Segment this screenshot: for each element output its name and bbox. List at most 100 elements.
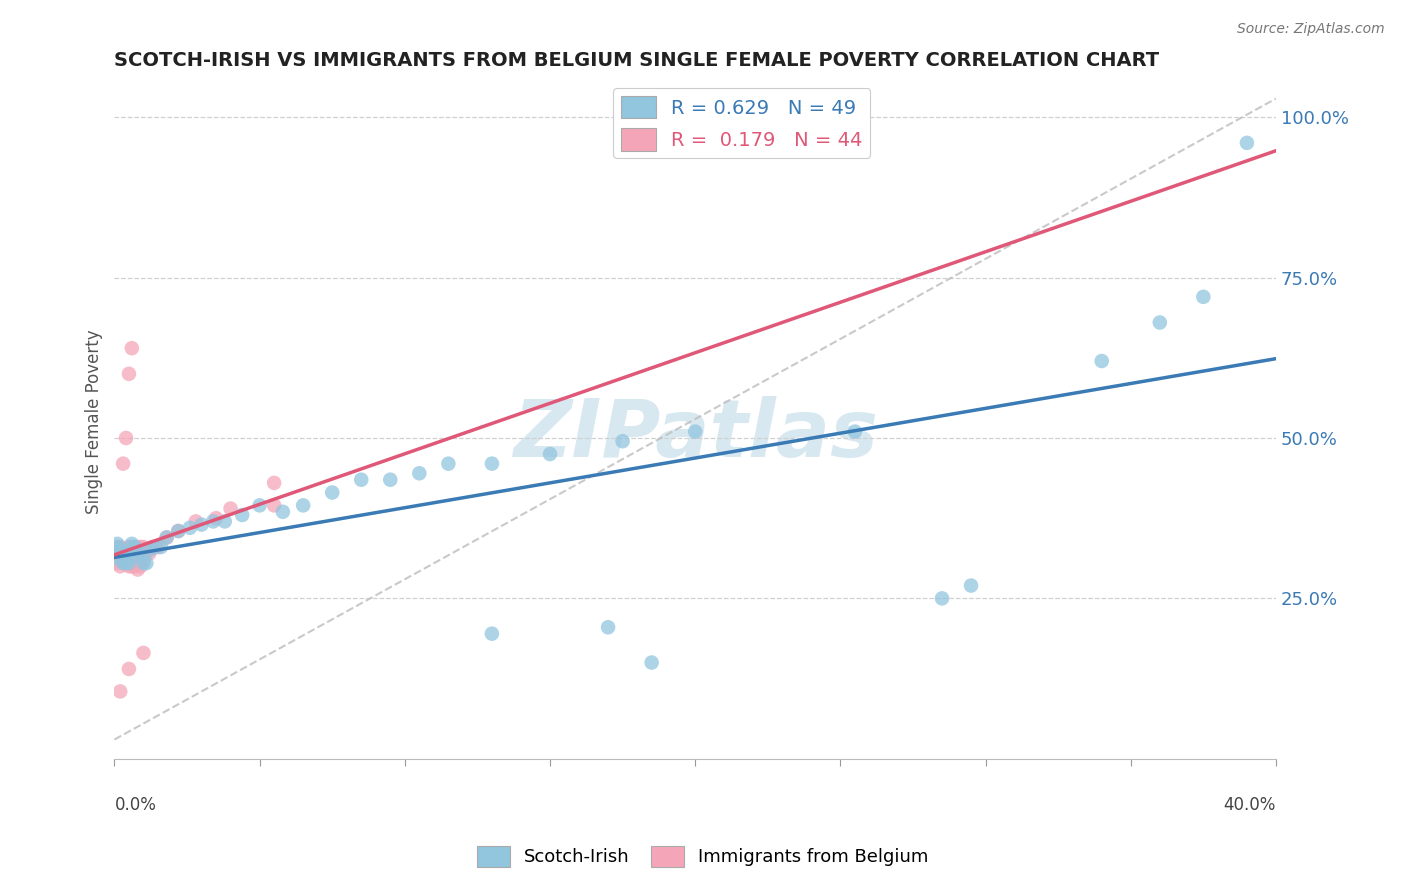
Point — [132, 556, 155, 570]
Point — [110, 559, 132, 574]
Text: Source: ZipAtlas.com: Source: ZipAtlas.com — [1237, 22, 1385, 37]
Text: ZIPatlas: ZIPatlas — [513, 396, 877, 475]
Text: 0.0%: 0.0% — [114, 796, 156, 814]
Point — [124, 546, 146, 560]
Point — [321, 485, 343, 500]
Point — [350, 473, 373, 487]
Point — [408, 467, 430, 481]
Point — [190, 517, 212, 532]
Point — [156, 531, 179, 545]
Point — [146, 540, 169, 554]
Point — [127, 540, 149, 554]
Point — [380, 473, 402, 487]
Point — [141, 540, 163, 554]
Point — [231, 508, 253, 522]
Point — [115, 556, 138, 570]
Point — [135, 556, 157, 570]
Point — [110, 684, 132, 698]
Point — [219, 501, 242, 516]
Point — [121, 537, 143, 551]
Point — [202, 515, 225, 529]
Point — [110, 543, 132, 558]
Point — [960, 578, 983, 592]
Point — [132, 540, 155, 554]
Point — [1192, 290, 1215, 304]
Y-axis label: Single Female Poverty: Single Female Poverty — [86, 330, 103, 515]
Point — [115, 546, 138, 560]
Point — [132, 553, 155, 567]
Point — [112, 543, 135, 558]
Point — [115, 556, 138, 570]
Point — [118, 367, 141, 381]
Point — [115, 546, 138, 560]
Point — [129, 549, 152, 564]
Point — [271, 505, 294, 519]
Point — [931, 591, 953, 606]
Point — [640, 656, 662, 670]
Point — [112, 556, 135, 570]
Point — [105, 546, 128, 560]
Point — [167, 524, 190, 538]
Point — [135, 543, 157, 558]
Text: SCOTCH-IRISH VS IMMIGRANTS FROM BELGIUM SINGLE FEMALE POVERTY CORRELATION CHART: SCOTCH-IRISH VS IMMIGRANTS FROM BELGIUM … — [114, 51, 1160, 70]
Text: 40.0%: 40.0% — [1223, 796, 1277, 814]
Point — [118, 556, 141, 570]
Point — [538, 447, 561, 461]
Point — [249, 499, 271, 513]
Point — [143, 540, 166, 554]
Point — [138, 546, 160, 560]
Point — [118, 540, 141, 554]
Point — [121, 546, 143, 560]
Point — [112, 546, 135, 560]
Point — [110, 553, 132, 567]
Point — [149, 540, 172, 554]
Point — [1149, 316, 1171, 330]
Point — [127, 549, 149, 564]
Legend: R = 0.629   N = 49, R =  0.179   N = 44: R = 0.629 N = 49, R = 0.179 N = 44 — [613, 88, 870, 158]
Point — [105, 540, 128, 554]
Point — [127, 546, 149, 560]
Point — [112, 553, 135, 567]
Point — [129, 546, 152, 560]
Point — [156, 531, 179, 545]
Point — [481, 457, 503, 471]
Point — [205, 511, 228, 525]
Point — [179, 521, 201, 535]
Point — [118, 546, 141, 560]
Point — [105, 556, 128, 570]
Point — [115, 431, 138, 445]
Point — [118, 662, 141, 676]
Point — [263, 499, 285, 513]
Point — [127, 553, 149, 567]
Point — [292, 499, 315, 513]
Point — [105, 540, 128, 554]
Point — [127, 562, 149, 576]
Point — [596, 620, 619, 634]
Point — [121, 540, 143, 554]
Point — [112, 457, 135, 471]
Point — [1091, 354, 1114, 368]
Point — [167, 524, 190, 538]
Point — [184, 515, 207, 529]
Point — [481, 626, 503, 640]
Point — [683, 425, 706, 439]
Point — [263, 475, 285, 490]
Point — [124, 540, 146, 554]
Point — [612, 434, 634, 449]
Point — [124, 559, 146, 574]
Point — [121, 559, 143, 574]
Point — [110, 540, 132, 554]
Point — [129, 540, 152, 554]
Point — [138, 543, 160, 558]
Point — [124, 553, 146, 567]
Point — [121, 341, 143, 355]
Point — [129, 559, 152, 574]
Point — [437, 457, 460, 471]
Point — [214, 515, 236, 529]
Point — [132, 646, 155, 660]
Point — [844, 425, 866, 439]
Point — [1236, 136, 1258, 150]
Point — [118, 559, 141, 574]
Point — [143, 540, 166, 554]
Legend: Scotch-Irish, Immigrants from Belgium: Scotch-Irish, Immigrants from Belgium — [470, 838, 936, 874]
